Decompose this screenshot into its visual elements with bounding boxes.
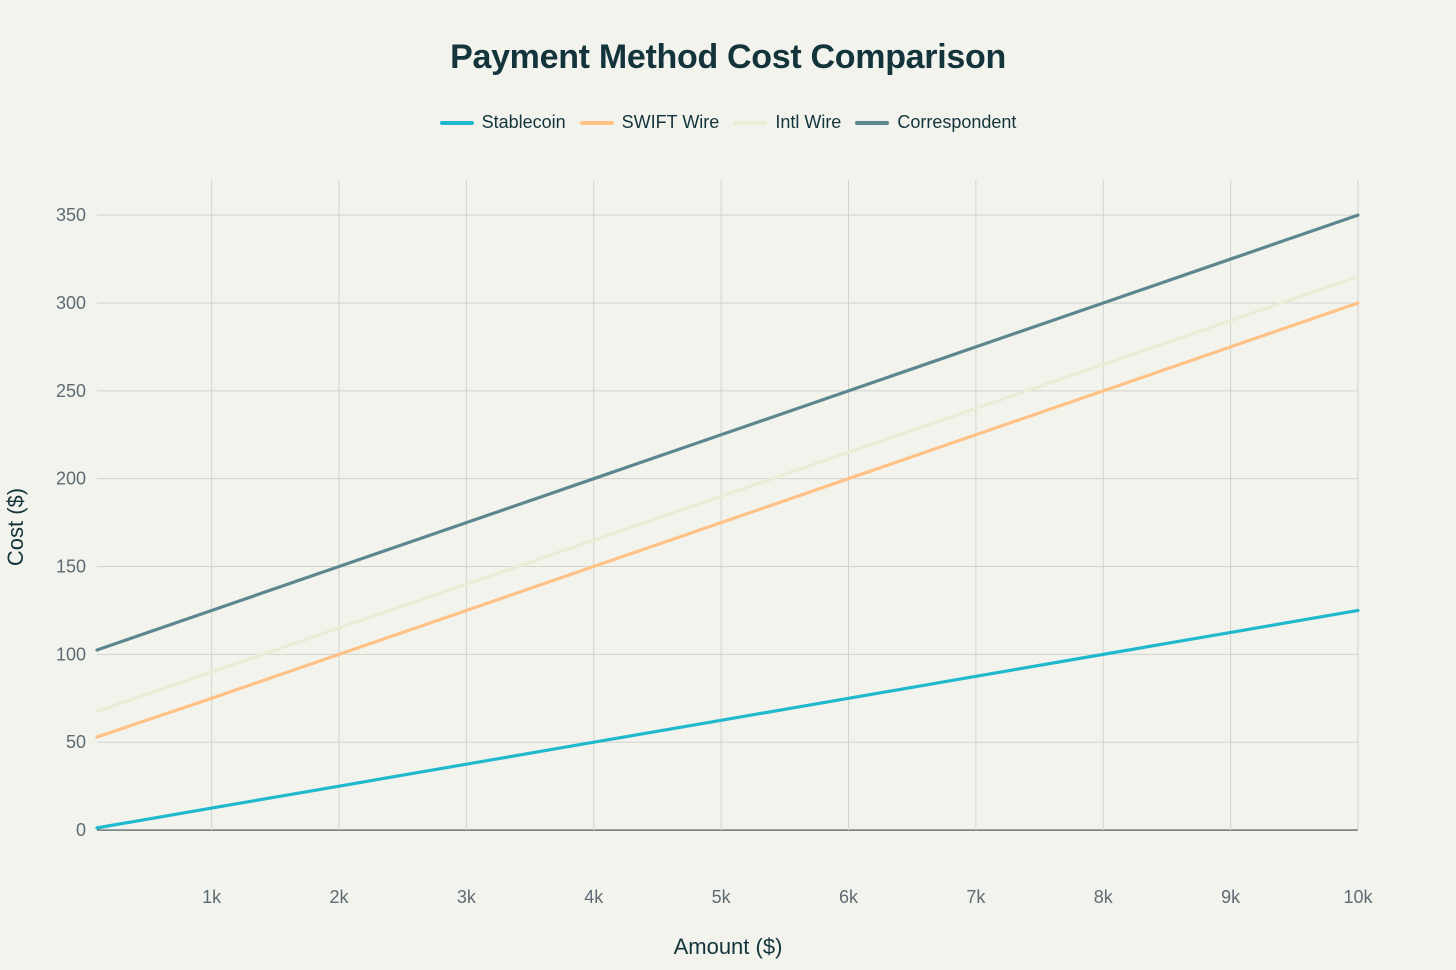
x-tick-label: 1k <box>202 887 222 907</box>
y-tick-label: 50 <box>66 732 86 752</box>
chart-legend: Stablecoin SWIFT Wire Intl Wire Correspo… <box>0 112 1456 133</box>
y-tick-label: 300 <box>56 293 86 313</box>
legend-item-intl-wire[interactable]: Intl Wire <box>733 112 841 133</box>
x-tick-label: 10k <box>1343 887 1373 907</box>
legend-item-swift-wire[interactable]: SWIFT Wire <box>579 112 720 133</box>
chart-title: Payment Method Cost Comparison <box>450 38 1006 76</box>
legend-item-stablecoin[interactable]: Stablecoin <box>439 112 566 133</box>
y-tick-label: 0 <box>76 820 86 840</box>
series-layer <box>95 213 1360 830</box>
x-tick-label: 8k <box>1094 887 1114 907</box>
x-tick-label: 6k <box>839 887 859 907</box>
legend-swatch-stablecoin <box>439 120 474 125</box>
series-line-swift-wire[interactable] <box>95 301 1360 739</box>
series-line-correspondent[interactable] <box>95 213 1360 652</box>
y-tick-label: 350 <box>56 205 86 225</box>
legend-swatch-correspondent <box>855 120 890 125</box>
y-tick-label: 150 <box>56 557 86 577</box>
x-tick-label: 9k <box>1221 887 1241 907</box>
y-axis-title: Cost ($) <box>3 488 28 566</box>
legend-label-intl-wire: Intl Wire <box>775 112 842 132</box>
legend-label-swift-wire: SWIFT Wire <box>621 112 720 132</box>
legend-label-correspondent: Correspondent <box>897 112 1017 132</box>
series-line-intl-wire[interactable] <box>95 275 1360 714</box>
y-tick-label: 100 <box>56 644 86 664</box>
x-tick-label: 5k <box>712 887 732 907</box>
grid-layer <box>97 180 1359 831</box>
x-tick-label: 7k <box>966 887 986 907</box>
x-tick-label: 2k <box>330 887 350 907</box>
series-line-stablecoin[interactable] <box>95 608 1360 830</box>
legend-item-correspondent[interactable]: Correspondent <box>855 112 1016 133</box>
legend-swatch-intl-wire <box>733 120 768 125</box>
y-tick-label: 250 <box>56 381 86 401</box>
y-tick-label: 200 <box>56 469 86 489</box>
x-tick-label: 4k <box>584 887 604 907</box>
legend-swatch-swift-wire <box>579 120 614 125</box>
x-tick-label: 3k <box>457 887 477 907</box>
legend-label-stablecoin: Stablecoin <box>481 112 566 132</box>
x-axis-title: Amount ($) <box>674 934 783 959</box>
tick-label-layer: 0 50 100 150 200 250 300 350 1k 2k 3k 4k 5k 6k 7k 8k 9k 1… <box>56 205 1374 907</box>
